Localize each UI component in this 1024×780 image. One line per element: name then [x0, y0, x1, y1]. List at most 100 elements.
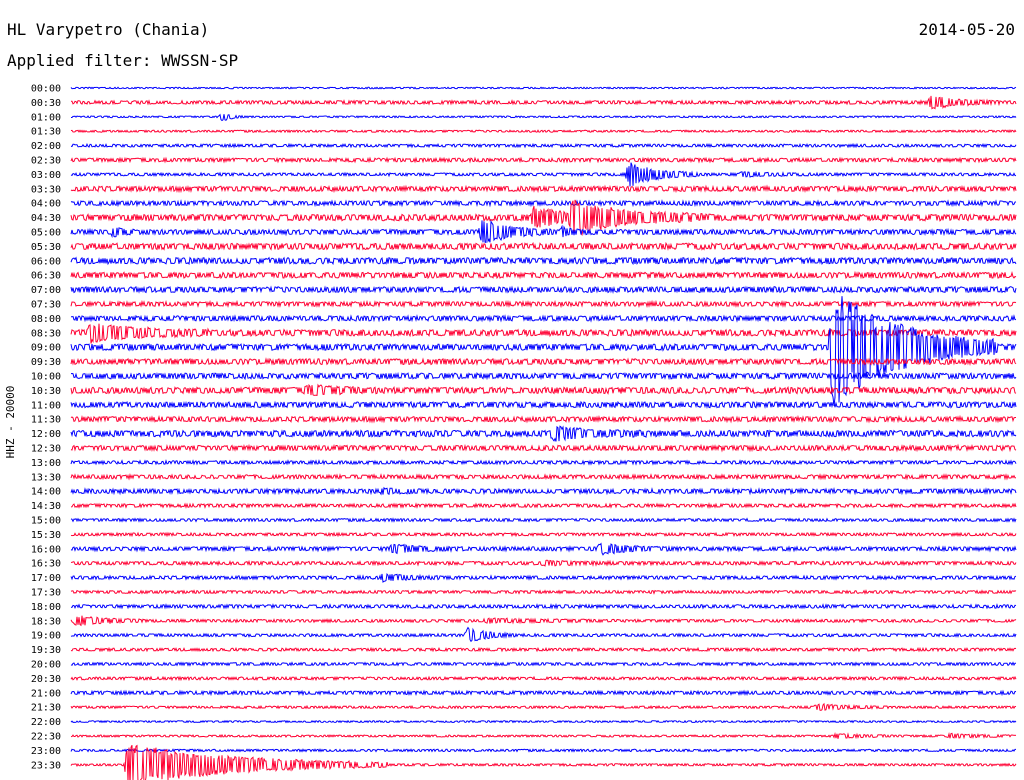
time-label-0930: 09:30 [31, 357, 61, 368]
trace-1030 [70, 383, 1017, 396]
trace-2100 [70, 689, 1017, 697]
trace-1300 [70, 459, 1017, 466]
time-label-0500: 05:00 [31, 228, 61, 239]
time-label-1930: 19:30 [31, 645, 61, 656]
trace-1200 [70, 425, 1017, 442]
time-label-0200: 02:00 [31, 141, 61, 152]
time-label-0030: 00:30 [31, 98, 61, 109]
time-label-0430: 04:30 [31, 213, 61, 224]
trace-1330 [70, 472, 1017, 481]
time-label-2130: 21:30 [31, 703, 61, 714]
time-label-1100: 11:00 [31, 400, 61, 411]
time-label-0730: 07:30 [31, 300, 61, 311]
time-label-2230: 22:30 [31, 732, 61, 743]
trace-0900 [70, 296, 1017, 407]
time-label-2300: 23:00 [31, 746, 61, 757]
date-label: 2014-05-20 [918, 20, 1015, 39]
trace-1130 [70, 414, 1016, 424]
time-label-1130: 11:30 [31, 415, 61, 426]
trace-0130 [70, 129, 1017, 134]
time-label-1530: 15:30 [31, 530, 61, 541]
time-label-1430: 14:30 [31, 501, 61, 512]
time-label-1600: 16:00 [31, 544, 61, 555]
time-label-0900: 09:00 [31, 343, 61, 354]
time-label-0000: 00:00 [31, 84, 61, 95]
trace-2230 [70, 731, 1017, 740]
time-label-0530: 05:30 [31, 242, 61, 253]
trace-0000 [70, 86, 1017, 90]
time-label-1830: 18:30 [31, 616, 61, 627]
trace-1100 [70, 400, 1017, 410]
trace-0430 [70, 199, 1017, 237]
time-label-1400: 14:00 [31, 487, 61, 498]
time-label-2200: 22:00 [31, 717, 61, 728]
trace-1630 [71, 559, 1017, 567]
time-label-1300: 13:00 [31, 458, 61, 469]
trace-0230 [70, 156, 1017, 164]
trace-1930 [70, 646, 1017, 653]
time-label-1200: 12:00 [31, 429, 61, 440]
time-label-1330: 13:30 [31, 472, 61, 483]
time-label-1500: 15:00 [31, 516, 61, 527]
time-label-2100: 21:00 [31, 688, 61, 699]
trace-1500 [70, 517, 1017, 523]
trace-0100 [71, 113, 1017, 122]
trace-1230 [70, 443, 1017, 453]
trace-2030 [70, 675, 1017, 682]
filter-name: WWSSN-SP [161, 51, 239, 70]
trace-2330 [70, 744, 1017, 780]
trace-1600 [70, 542, 1017, 556]
trace-2300 [70, 748, 1016, 753]
traces: 00:00 00:30 01:00 01:30 02:00 02:30 03:00 03:30… [31, 84, 1017, 780]
time-label-2000: 20:00 [31, 660, 61, 671]
trace-0600 [70, 256, 1017, 266]
trace-1730 [70, 589, 1017, 595]
trace-2200 [70, 719, 1017, 724]
time-label-1800: 18:00 [31, 602, 61, 613]
filter-label: Applied filter: WWSSN-SP [7, 52, 238, 70]
y-axis-label: HHZ - 20000 [4, 386, 17, 459]
time-label-1900: 19:00 [31, 631, 61, 642]
trace-0330 [70, 184, 1017, 194]
trace-1700 [70, 572, 1017, 583]
time-label-0630: 06:30 [31, 271, 61, 282]
time-label-0600: 06:00 [31, 256, 61, 267]
trace-0730 [70, 299, 1017, 309]
time-label-0100: 01:00 [31, 112, 61, 123]
trace-0500 [70, 220, 1017, 244]
trace-0830 [70, 323, 1017, 344]
trace-2000 [70, 661, 1016, 667]
trace-1800 [70, 602, 1017, 610]
trace-1530 [70, 531, 1017, 538]
time-label-0800: 08:00 [31, 314, 61, 325]
time-label-0830: 08:30 [31, 328, 61, 339]
trace-1430 [70, 502, 1017, 509]
trace-0200 [70, 142, 1017, 149]
trace-0700 [70, 285, 1017, 294]
trace-0300 [70, 162, 1017, 187]
time-label-1700: 17:00 [31, 573, 61, 584]
time-label-1030: 10:30 [31, 386, 61, 397]
trace-1830 [70, 615, 1017, 627]
time-label-2030: 20:30 [31, 674, 61, 685]
time-label-2330: 23:30 [31, 760, 61, 771]
time-label-0400: 04:00 [31, 199, 61, 210]
filter-prefix: Applied filter: [7, 51, 162, 70]
trace-0400 [70, 199, 1017, 208]
trace-0630 [70, 270, 1017, 280]
time-label-1730: 17:30 [31, 588, 61, 599]
trace-1000 [70, 371, 1017, 381]
time-label-0230: 02:30 [31, 156, 61, 167]
trace-0030 [71, 95, 1017, 110]
time-label-0130: 01:30 [31, 127, 61, 138]
trace-1900 [70, 626, 1017, 643]
trace-1400 [70, 486, 1017, 496]
time-label-0330: 03:30 [31, 184, 61, 195]
trace-2130 [70, 702, 1017, 711]
time-label-0700: 07:00 [31, 285, 61, 296]
trace-0530 [70, 241, 1017, 251]
trace-0930 [70, 357, 1017, 366]
time-label-1230: 12:30 [31, 444, 61, 455]
time-label-0300: 03:00 [31, 170, 61, 181]
